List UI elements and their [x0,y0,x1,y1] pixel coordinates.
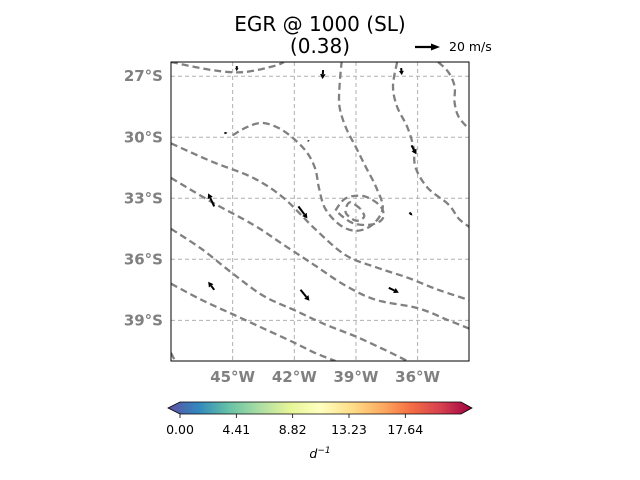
wind-vector-head [304,295,310,301]
gridlines [171,62,469,361]
colorbar-unit-label: d−1 [309,446,330,461]
wind-vector-shaft [408,211,412,215]
wind-vector-head [225,131,228,135]
colorbar-tick-label: 8.82 [279,422,307,437]
colorbar-unit-superscript: −1 [317,446,330,456]
contour-line-6 [232,62,384,232]
colorbar-tick-label: 0.00 [166,422,194,437]
y-tick-label: 27°S [124,67,163,85]
wind-vector-head [207,193,213,200]
wind-vector-head [411,148,417,155]
colorbar-tick-label: 17.64 [387,422,423,437]
contour-line-9 [344,201,366,222]
wind-vector-head [409,212,413,216]
wind-vector [388,286,399,294]
colorbar-tick-label: 4.41 [222,422,250,437]
y-tick-label: 36°S [124,250,163,268]
y-tick-label: 30°S [124,128,163,146]
contour-line-5 [171,62,285,74]
wind-vector-head [208,281,214,288]
wind-vector [398,68,404,76]
colorbar: 0.00 4.41 8.82 13.23 17.64 d−1 [166,401,473,461]
wind-vector-shaft [209,197,216,207]
wind-vector [208,281,215,291]
contour-line-2 [171,227,408,361]
wind-vector-head [302,212,308,219]
wind-vector [307,139,310,142]
wind-vector-shaft [297,205,306,215]
wind-vector-shaft [210,285,215,291]
plot-frame [170,61,470,362]
wind-vector [207,193,216,207]
colorbar-ticks: 0.00 4.41 8.82 13.23 17.64 [166,414,423,437]
wind-vector [224,131,228,135]
wind-vector [235,66,239,72]
wind-vector-shaft [388,286,395,292]
chart-title-line1: EGR @ 1000 (SL) [234,12,405,36]
colorbar-unit-base: d [309,446,317,461]
wind-vector-head [393,288,399,294]
wind-vector-head [307,139,309,142]
contour-line-1 [171,176,469,330]
wind-vector-head [398,70,404,76]
contour-line-3 [171,282,336,361]
chart-title-line2: (0.38) [290,34,350,58]
wind-vector-head [235,68,239,72]
quiver-key-arrow-head [431,43,440,51]
x-tick-label: 36°W [395,368,440,386]
wind-vector-head [320,73,326,80]
wind-vector [408,211,413,216]
x-tick-label: 39°W [334,368,379,386]
contour-line-8 [437,62,469,130]
y-axis-tick-labels: 27°S 30°S 33°S 36°S 39°S [124,67,163,329]
wind-vector [410,144,417,155]
wind-vector-shaft [299,289,308,298]
wind-vector [299,289,310,301]
quiver-key-label: 20 m/s [449,39,492,54]
colorbar-body [167,401,473,415]
contour-line-0 [171,142,469,302]
contour-line-7 [391,62,469,228]
x-tick-label: 42°W [272,368,317,386]
contour-line-10 [334,194,385,227]
x-tick-label: 45°W [210,368,255,386]
wind-vector [297,205,308,219]
wind-vector [320,70,326,80]
quiver-key: 20 m/s [415,39,492,54]
y-tick-label: 39°S [124,311,163,329]
map-plot-area [170,61,470,362]
x-axis-tick-labels: 45°W 42°W 39°W 36°W [210,368,440,386]
colorbar-tick-label: 13.23 [331,422,367,437]
wind-vectors [207,66,417,301]
wind-vector-shaft [410,144,415,151]
y-tick-label: 33°S [124,189,163,207]
plot-background [171,62,469,361]
